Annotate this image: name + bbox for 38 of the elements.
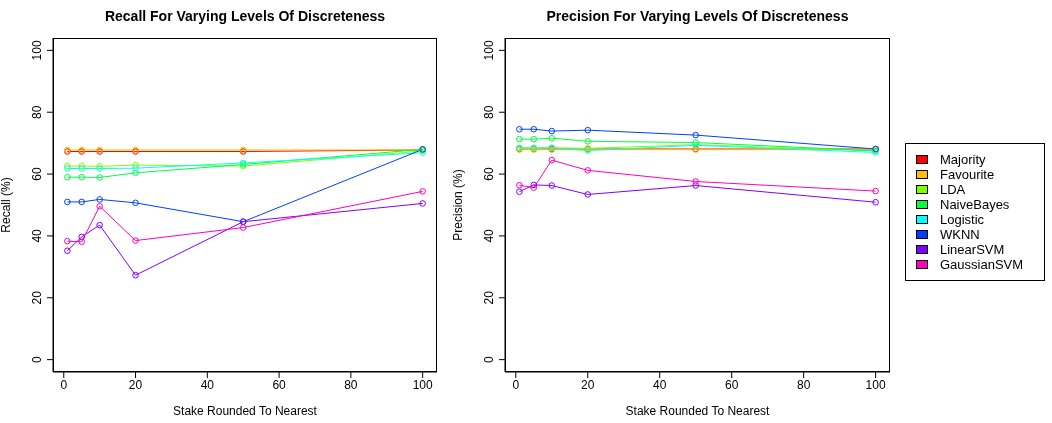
x-tick-label: 40 <box>653 377 667 392</box>
legend-label: LDA <box>940 181 966 197</box>
y-tick-label: 20 <box>482 290 496 305</box>
legend-label: NaiveBayes <box>940 196 1010 212</box>
y-tick-label: 60 <box>30 167 44 181</box>
x-tick-label: 60 <box>272 377 287 392</box>
legend-label: Logistic <box>940 211 985 227</box>
y-tick-label: 0 <box>482 355 496 363</box>
x-tick-label: 100 <box>865 377 886 392</box>
x-tick-label: 60 <box>725 377 739 392</box>
x-axis-title: Stake Rounded To Nearest <box>625 404 771 418</box>
y-tick-label: 20 <box>30 290 44 305</box>
y-tick-label: 100 <box>482 40 496 61</box>
legend-label: WKNN <box>940 226 980 242</box>
x-tick-label: 80 <box>344 377 358 392</box>
y-axis-title: Recall (%) <box>0 177 14 233</box>
chart-title: Precision For Varying Levels Of Discreteness <box>545 8 850 24</box>
y-tick-label: 40 <box>30 228 44 243</box>
y-tick-label: 100 <box>30 40 44 61</box>
x-axis-title: Stake Rounded To Nearest <box>173 404 318 418</box>
x-tick-label: 20 <box>128 377 143 392</box>
x-tick-label: 0 <box>60 377 68 392</box>
y-axis-title: Precision (%) <box>451 169 466 241</box>
y-tick-label: 60 <box>482 167 496 181</box>
legend-label: LinearSVM <box>940 241 1005 257</box>
x-tick-label: 20 <box>581 377 595 392</box>
x-tick-label: 40 <box>200 377 215 392</box>
legend-label: GaussianSVM <box>940 256 1024 272</box>
x-tick-label: 80 <box>796 377 811 392</box>
x-tick-label: 0 <box>512 377 520 392</box>
y-tick-label: 0 <box>30 355 44 363</box>
y-tick-label: 80 <box>482 105 496 119</box>
y-tick-label: 40 <box>482 228 496 243</box>
x-tick-label: 100 <box>412 377 433 392</box>
legend-label: Favourite <box>940 166 995 182</box>
legend-label: Majority <box>940 151 986 167</box>
y-tick-label: 80 <box>30 105 44 119</box>
chart-title: Recall For Varying Levels Of Discreteness <box>103 8 387 24</box>
